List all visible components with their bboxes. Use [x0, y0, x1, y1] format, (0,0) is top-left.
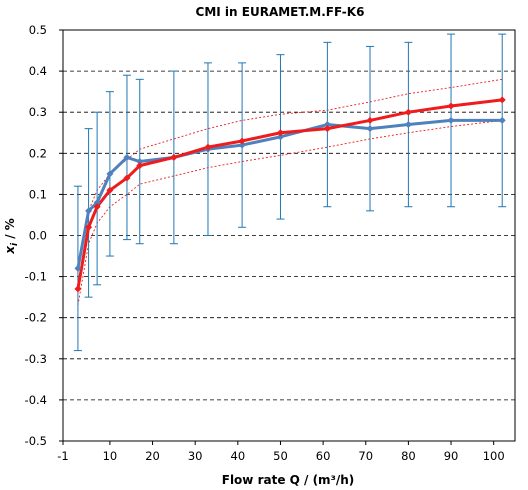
y-tick-label: 0.0: [29, 229, 47, 243]
x-tick-label: 70: [358, 449, 373, 463]
x-tick-label: 40: [231, 449, 246, 463]
x-axis-title: Flow rate Q / (m³/h): [222, 473, 354, 487]
series-1-point: [74, 264, 82, 272]
series-2-point: [447, 102, 455, 110]
y-tick-label: 0.5: [29, 23, 47, 37]
y-tick-label: -0.2: [25, 311, 47, 325]
x-tick-label: 100: [483, 449, 505, 463]
y-tick-label: -0.4: [25, 393, 47, 407]
x-tick-label: 90: [444, 449, 459, 463]
y-tick-label: 0.2: [29, 146, 47, 160]
series-2-point: [93, 203, 101, 211]
series-2-point: [136, 162, 144, 170]
series-2-point: [238, 137, 246, 145]
series-2-point: [498, 96, 506, 104]
grid: [63, 70, 515, 401]
y-tick-label: -0.3: [25, 352, 47, 366]
y-tick-label: 0.4: [29, 64, 47, 78]
y-tick-label: 0.1: [29, 187, 47, 201]
series-1-point: [238, 141, 246, 149]
series-1-point: [366, 125, 374, 133]
x-tick-label: 30: [188, 449, 203, 463]
series-2-point: [276, 129, 284, 137]
y-tick-label: -0.1: [25, 270, 47, 284]
x-tick-label: 50: [273, 449, 288, 463]
y-tick-label: 0.3: [29, 105, 47, 119]
chart-title: CMI in EURAMET.M.FF-K6: [196, 5, 365, 19]
series-1-point: [136, 158, 144, 166]
y-axis-title: xi / %: [3, 218, 20, 255]
y-tick-label: -0.5: [25, 434, 47, 448]
series-2-point: [123, 174, 131, 182]
series-1-point: [323, 121, 331, 129]
x-tick-labels: -1 10 20 30 40 50 60 70 80 90 100: [57, 441, 505, 463]
x-tick-label: 80: [401, 449, 416, 463]
x-tick-label: 20: [145, 449, 160, 463]
series-2-point: [106, 186, 114, 194]
series-1-point: [106, 170, 114, 178]
series-2-point: [404, 108, 412, 116]
series-2-point: [204, 143, 212, 151]
series-1-point: [404, 121, 412, 129]
series-1-point: [93, 199, 101, 207]
x-tick-label: 60: [316, 449, 331, 463]
x-tick-label: 10: [103, 449, 118, 463]
series-1-point: [276, 133, 284, 141]
series-markers: [74, 96, 506, 293]
series-2-point: [74, 285, 82, 293]
y-axis-title-unit: / %: [3, 218, 17, 243]
series-2-point: [323, 125, 331, 133]
y-axis-title-var: x: [3, 245, 17, 255]
series-1-point: [447, 116, 455, 124]
y-tick-labels: 0.5 0.4 0.3 0.2 0.1 0.0 -0.1 -0.2 -0.3 -0.4 -0.5: [25, 23, 63, 448]
x-tick-label: -1: [57, 449, 68, 463]
series-1-point: [123, 153, 131, 161]
series-1-point: [498, 116, 506, 124]
series-2-point: [170, 153, 178, 161]
series-2-point: [85, 223, 93, 231]
y-axis-title-sub: i: [10, 242, 20, 246]
series-1-point: [85, 207, 93, 215]
series-2-point: [366, 116, 374, 124]
